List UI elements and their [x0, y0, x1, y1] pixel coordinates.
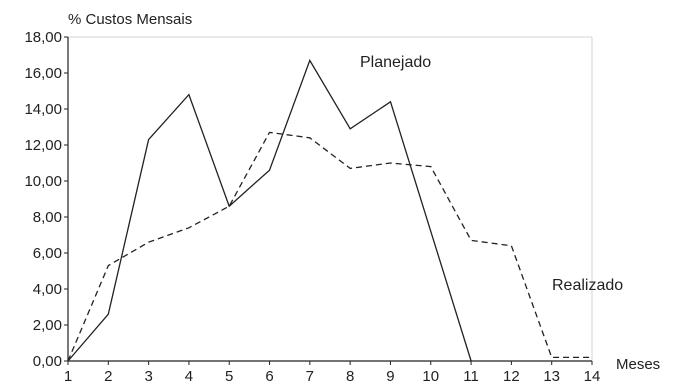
plot-frame [68, 36, 593, 361]
x-axis-label: Meses [616, 356, 660, 373]
x-tick-label: 5 [225, 368, 233, 385]
y-tick-label: 8,00 [33, 209, 62, 226]
x-tick-label: 14 [584, 368, 601, 385]
series-label-planejado: Planejado [360, 54, 431, 71]
y-tick-label: 6,00 [33, 245, 62, 262]
series-line-realizado [67, 131, 592, 362]
y-tick-label: 14,00 [24, 101, 62, 118]
series-label-realizado: Realizado [552, 277, 623, 294]
y-tick-label: 18,00 [24, 29, 62, 46]
y-tick-label: 0,00 [33, 353, 62, 370]
x-tick-label: 6 [265, 368, 273, 385]
y-tick-label: 4,00 [33, 281, 62, 298]
x-tick-label: 4 [185, 368, 193, 385]
x-tick-label: 13 [543, 368, 560, 385]
x-tick-label: 8 [346, 368, 354, 385]
y-tick-label: 2,00 [33, 317, 62, 334]
y-tick-label: 16,00 [24, 65, 62, 82]
x-tick-label: 3 [144, 368, 152, 385]
series-lines [67, 58, 592, 362]
x-tick-label: 7 [306, 368, 314, 385]
series-line-planejado [67, 58, 472, 362]
x-tick-label: 11 [463, 368, 479, 385]
y-axis-label: % Custos Mensais [68, 11, 192, 28]
y-tick-label: 12,00 [24, 137, 62, 154]
x-tick-label: 2 [104, 368, 112, 385]
x-tick-label: 1 [64, 368, 72, 385]
axes [64, 36, 593, 365]
x-tick-label: 9 [386, 368, 394, 385]
x-tick-label: 12 [503, 368, 520, 385]
tick-labels: 0,00 2,00 4,00 6,00 8,00 10,00 12,00 14,00 16,00… [24, 29, 600, 385]
y-tick-label: 10,00 [24, 173, 62, 190]
x-tick-label: 10 [422, 368, 439, 385]
